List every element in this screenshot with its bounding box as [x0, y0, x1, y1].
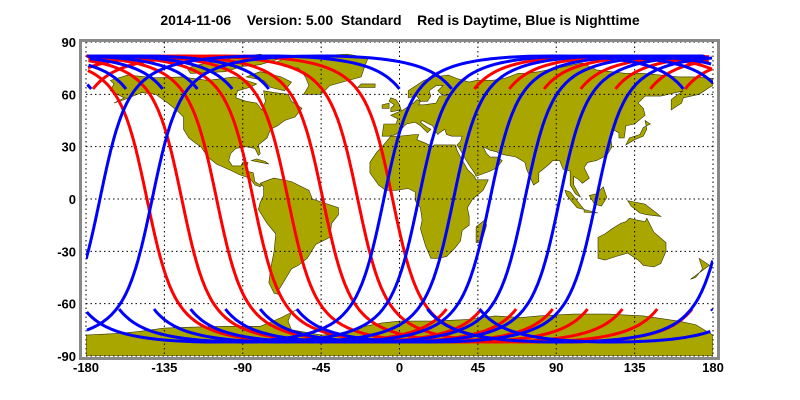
land-iceland: [356, 83, 376, 88]
land-cuba: [250, 158, 270, 165]
night-track: [478, 308, 711, 344]
land-sumatra: [564, 189, 585, 211]
x-tick-label: 90: [549, 360, 563, 375]
night-track: [189, 54, 709, 344]
day-track: [579, 54, 702, 90]
night-track: [88, 63, 128, 90]
x-tick-label: -90: [233, 360, 252, 375]
land-eurasia: [381, 62, 713, 198]
night-track: [152, 54, 712, 344]
x-tick-label: -135: [151, 360, 177, 375]
y-tick-label: 30: [62, 140, 76, 155]
land-java: [583, 209, 599, 214]
day-track: [91, 55, 518, 344]
y-tick-label: -30: [57, 244, 76, 259]
night-track: [117, 54, 713, 344]
y-tick-label: 60: [62, 87, 76, 102]
tracks-layer: [86, 54, 713, 344]
day-track: [684, 67, 713, 90]
land-great-britain: [388, 97, 402, 113]
x-tick-label: -45: [312, 360, 331, 375]
night-track: [710, 308, 713, 312]
day-track: [614, 55, 706, 90]
day-track: [88, 54, 624, 344]
tick-labels: -180 -135 -90 -45 0 45 90 135 180 90 60 30 0 -30 -60 -9…: [57, 35, 724, 375]
land-new-guinea: [627, 200, 662, 217]
x-tick-label: 135: [624, 360, 646, 375]
night-track: [86, 54, 685, 344]
land-new-zealand: [690, 257, 711, 280]
night-track: [86, 54, 453, 332]
land-australia: [597, 217, 667, 268]
land-ireland: [381, 102, 390, 109]
night-track: [295, 56, 713, 344]
night-track: [224, 54, 704, 344]
map-title: 2014-11-06 Version: 5.00 Standard Red is…: [160, 12, 640, 28]
x-tick-label: 0: [396, 360, 403, 375]
x-tick-label: 180: [702, 360, 724, 375]
plot-frame: [79, 39, 720, 360]
land-japan: [625, 119, 651, 146]
day-track: [87, 54, 659, 344]
y-tick-label: 90: [62, 35, 76, 50]
x-tick-label: -180: [73, 360, 99, 375]
y-tick-label: -90: [57, 349, 76, 364]
night-track: [94, 54, 270, 90]
night-track: [259, 54, 705, 344]
night-track: [86, 83, 93, 90]
y-tick-label: -60: [57, 297, 76, 312]
x-tick-label: 45: [471, 360, 485, 375]
y-tick-label: 0: [69, 192, 76, 207]
land-south-america: [258, 177, 339, 296]
night-track: [87, 54, 199, 90]
night-track: [89, 57, 164, 90]
